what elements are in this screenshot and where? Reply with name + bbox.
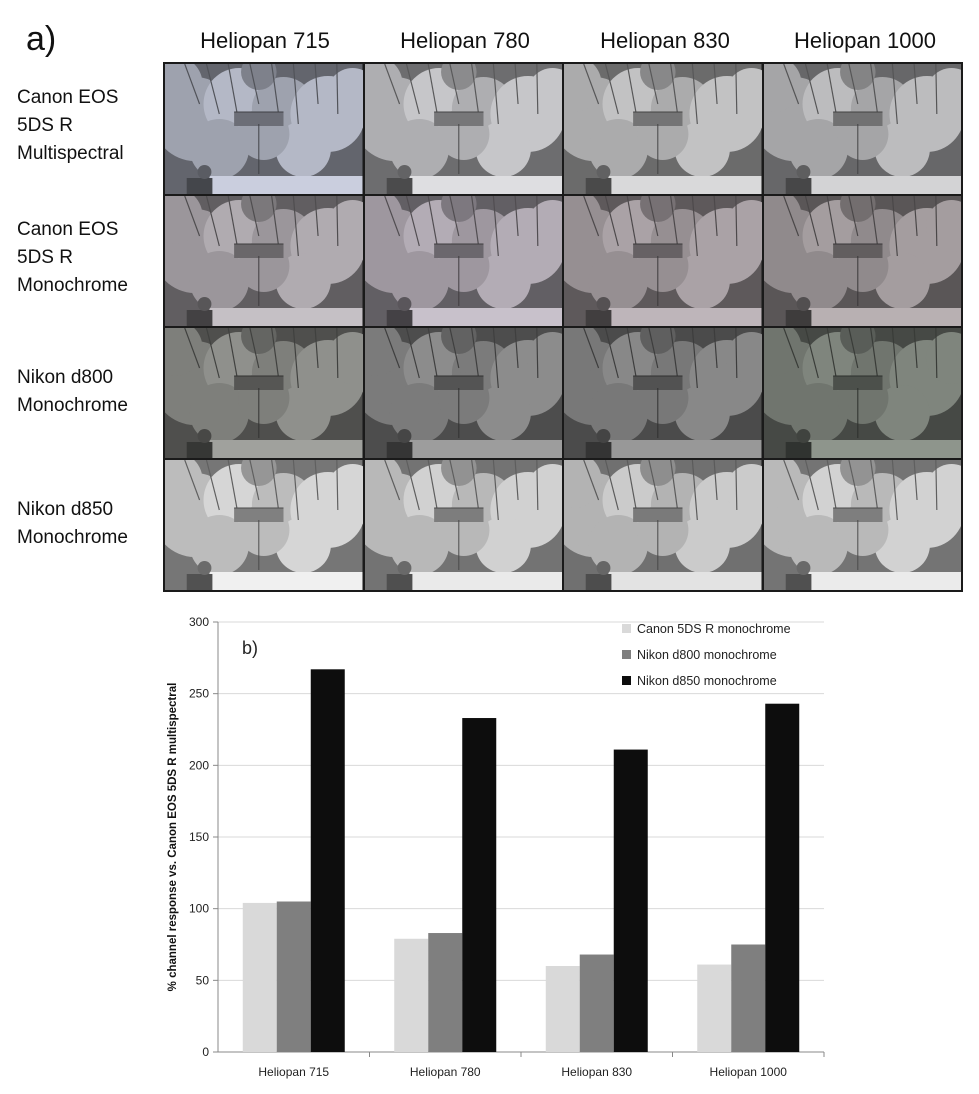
bar-nikon-d800-monochrome: [276, 901, 311, 1052]
row-label-canon-monochrome: Canon EOS 5DS R Monochrome: [17, 219, 128, 296]
row-label-nikon-d800: Nikon d800 Monochrome: [17, 367, 128, 416]
infrared-photo-grid: [163, 62, 963, 592]
column-header: Heliopan 1000: [794, 28, 936, 53]
x-category-label: Heliopan 830: [561, 1065, 632, 1079]
photo-thumbnail: [763, 460, 961, 590]
bar-nikon-d800-monochrome: [428, 933, 463, 1052]
legend-entry: Nikon d800 monochrome: [637, 648, 777, 662]
photo-thumbnail: [763, 64, 961, 194]
bar-canon-5ds-r-monochrome: [697, 964, 732, 1052]
legend-swatch: [622, 624, 631, 633]
photo-thumbnail: [763, 328, 961, 458]
bar-nikon-d800-monochrome: [731, 944, 766, 1052]
panel-b-label: b): [242, 638, 258, 658]
bar-canon-5ds-r-monochrome: [242, 902, 277, 1052]
y-tick-label: 0: [202, 1045, 209, 1059]
x-category-label: Heliopan 780: [410, 1065, 481, 1079]
y-tick-label: 300: [189, 615, 209, 629]
photo-thumbnail: [564, 196, 762, 326]
bar-canon-5ds-r-monochrome: [545, 966, 580, 1052]
photo-thumbnail: [564, 64, 762, 194]
row-label-canon-multispectral: Canon EOS 5DS R Multispectral: [17, 87, 124, 164]
bar-canon-5ds-r-monochrome: [394, 938, 429, 1052]
x-category-label: Heliopan 715: [258, 1065, 329, 1079]
photo-thumbnail: [165, 64, 363, 194]
photo-thumbnail: [564, 460, 762, 590]
bar-nikon-d850-monochrome: [765, 703, 800, 1052]
bar-nikon-d800-monochrome: [579, 954, 614, 1052]
column-header: Heliopan 780: [400, 28, 530, 53]
legend-entry: Canon 5DS R monochrome: [637, 622, 791, 636]
column-header: Heliopan 715: [200, 28, 330, 53]
photo-thumbnail: [564, 328, 762, 458]
photo-thumbnail: [763, 196, 961, 326]
bar-chart: 0 50 100 150 200 250 300 Heliopan 715 Heliopan 7…: [160, 606, 970, 1094]
photo-thumbnail: [165, 328, 363, 458]
y-tick-label: 50: [196, 973, 210, 987]
legend-swatch: [622, 676, 631, 685]
bar-chart-svg: 0 50 100 150 200 250 300 Heliopan 715 Heliopan 7…: [167, 615, 825, 1079]
panel-a-label: a): [26, 20, 57, 58]
photo-thumbnail: [364, 196, 562, 326]
bar-nikon-d850-monochrome: [310, 669, 345, 1052]
photo-thumbnail: [364, 328, 562, 458]
x-category-label: Heliopan 1000: [710, 1065, 788, 1079]
y-axis-label: % channel response vs. Canon EOS 5DS R m…: [167, 683, 179, 992]
y-tick-label: 200: [189, 758, 209, 772]
y-tick-label: 250: [189, 687, 209, 701]
bar-nikon-d850-monochrome: [462, 718, 497, 1052]
bar-nikon-d850-monochrome: [613, 749, 648, 1052]
row-label-nikon-d850: Nikon d850 Monochrome: [17, 499, 128, 548]
y-tick-label: 150: [189, 830, 209, 844]
legend-entry: Nikon d850 monochrome: [637, 674, 777, 688]
photo-thumbnail: [165, 196, 363, 326]
y-tick-label: 100: [189, 902, 209, 916]
legend-swatch: [622, 650, 631, 659]
photo-thumbnail: [364, 460, 562, 590]
photo-thumbnail: [165, 460, 363, 590]
column-header: Heliopan 830: [600, 28, 730, 53]
photo-thumbnail: [364, 64, 562, 194]
